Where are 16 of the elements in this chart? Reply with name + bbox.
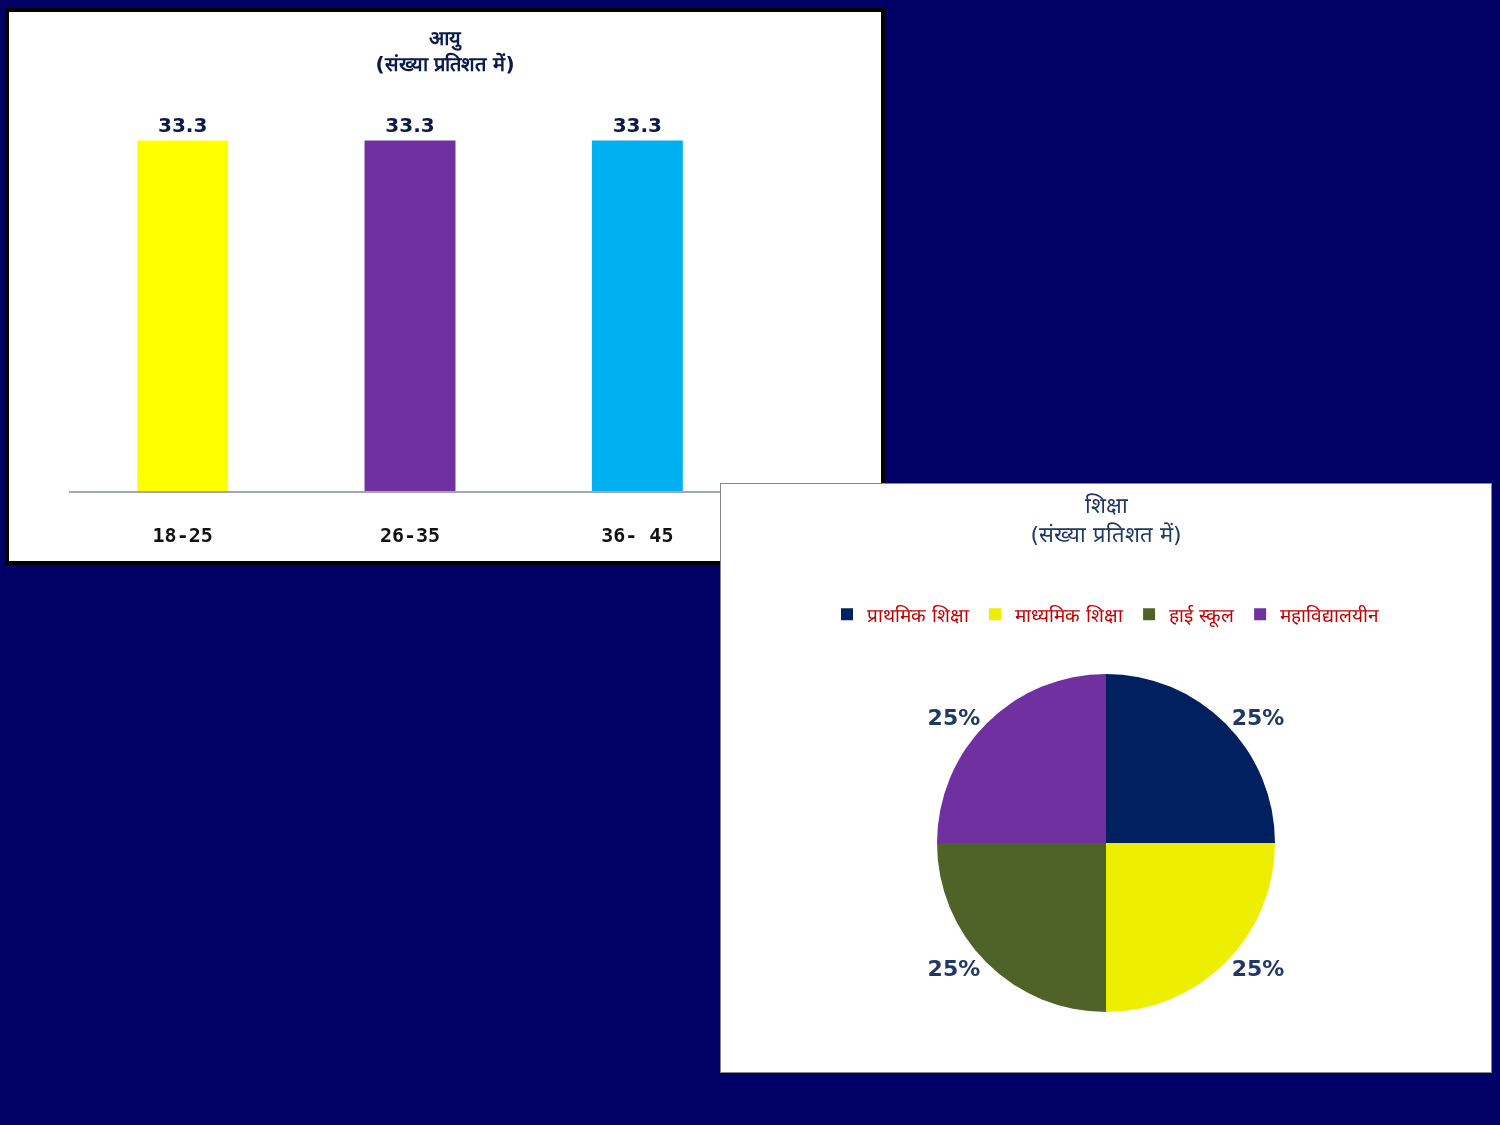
data-label: 33.3: [385, 113, 435, 138]
legend-label: हाई स्कूल: [1169, 603, 1236, 628]
data-label: 25%: [927, 956, 981, 982]
chart-title: शिक्षा (संख्या प्रतिशत में): [1030, 493, 1182, 547]
x-tick-label: 26-35: [379, 523, 441, 547]
x-tick-label: 18-25: [152, 523, 213, 547]
data-label: 33.3: [612, 113, 663, 138]
x-tick-label: 36- 45: [601, 523, 674, 547]
chart-title: आयु (संख्या प्रतिशत में): [375, 25, 515, 76]
data-label: 25%: [1231, 956, 1285, 982]
legend-label: माध्यमिक शिक्षा: [1015, 603, 1125, 626]
legend-label: महाविद्यालयीन: [1280, 603, 1380, 626]
data-label: 25%: [927, 704, 981, 730]
data-label: 33.3: [157, 113, 208, 138]
data-label: 25%: [1231, 704, 1285, 730]
legend-label: प्राथमिक शिक्षा: [867, 603, 971, 626]
